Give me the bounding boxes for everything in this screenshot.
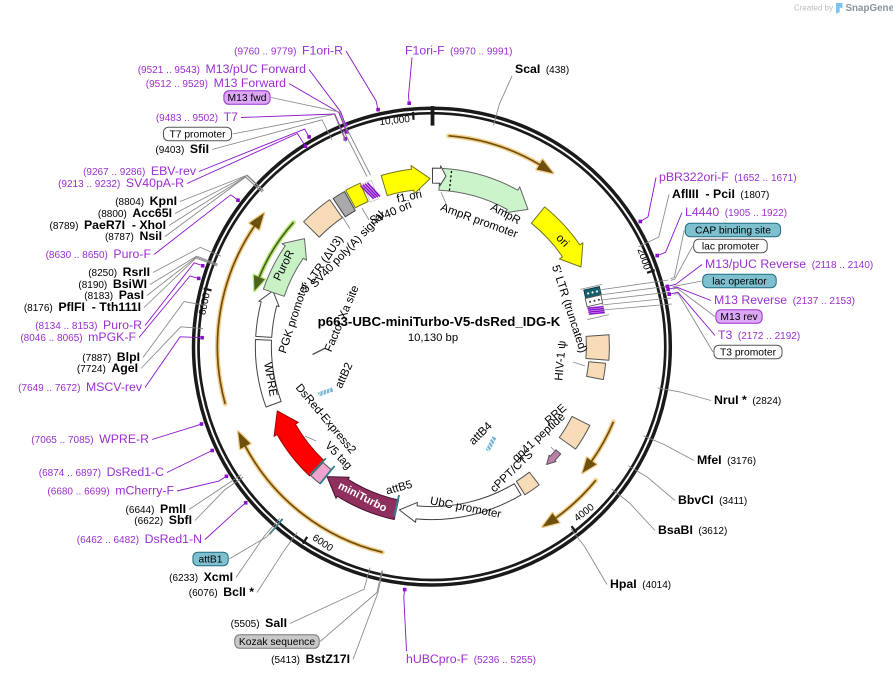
svg-text:(6233) XcmI: (6233) XcmI — [169, 570, 233, 584]
svg-text:T7 promoter: T7 promoter — [169, 130, 226, 141]
svg-text:(9483 .. 9502) T7: (9483 .. 9502) T7 — [156, 110, 238, 124]
svg-text:HIV-1 ψ: HIV-1 ψ — [553, 340, 568, 381]
svg-text:(6076) BclI *: (6076) BclI * — [189, 585, 254, 599]
svg-text:HpaI (4014): HpaI (4014) — [610, 577, 671, 591]
svg-text:(7065 .. 7085) WPRE-R: (7065 .. 7085) WPRE-R — [31, 432, 149, 446]
svg-text:hUBCpro-F (5236 .. 5255): hUBCpro-F (5236 .. 5255) — [406, 652, 536, 666]
svg-text:(6874 .. 6897) DsRed1-C: (6874 .. 6897) DsRed1-C — [39, 465, 164, 479]
svg-text:(5413) BstZ17I: (5413) BstZ17I — [271, 652, 350, 666]
svg-text:T3 promoter: T3 promoter — [720, 348, 777, 359]
svg-text:(9267 .. 9286) EBV-rev: (9267 .. 9286) EBV-rev — [83, 164, 197, 178]
svg-text:p663-UBC-miniTurbo-V5-dsRed_ID: p663-UBC-miniTurbo-V5-dsRed_IDG-K — [318, 314, 561, 329]
svg-text:M13 Reverse (2137 .. 2153): M13 Reverse (2137 .. 2153) — [714, 293, 855, 307]
svg-text:WPRE: WPRE — [261, 361, 279, 397]
svg-text:8000: 8000 — [197, 292, 212, 316]
svg-text:(8176) PflFI - Tth111I: (8176) PflFI - Tth111I — [24, 300, 141, 314]
svg-text:L4440 (1905 .. 1922): L4440 (1905 .. 1922) — [685, 205, 787, 219]
svg-text:Kozak sequence: Kozak sequence — [239, 637, 315, 648]
svg-text:ScaI (438): ScaI (438) — [515, 62, 569, 76]
svg-text:(8789) PaeR7I - XhoI: (8789) PaeR7I - XhoI — [50, 218, 166, 232]
svg-text:(9760 .. 9779) F1ori-R: (9760 .. 9779) F1ori-R — [234, 44, 343, 58]
svg-text:f1 ori: f1 ori — [396, 189, 424, 206]
svg-text:(6462 .. 6482) DsRed1-N: (6462 .. 6482) DsRed1-N — [77, 532, 202, 546]
svg-text:10,000: 10,000 — [379, 114, 411, 128]
svg-text:(9403) SfiI: (9403) SfiI — [155, 142, 209, 156]
svg-text:CAP binding site: CAP binding site — [695, 226, 771, 237]
svg-text:M13/pUC Reverse (2118 .. 2140: M13/pUC Reverse (2118 .. 2140) — [705, 257, 873, 271]
svg-text:(6622) SbfI: (6622) SbfI — [134, 513, 192, 527]
svg-text:(9213 .. 9232) SV40pA-R: (9213 .. 9232) SV40pA-R — [58, 176, 184, 190]
svg-text:(8787) NsiI: (8787) NsiI — [105, 229, 162, 243]
svg-text:MfeI (3176): MfeI (3176) — [697, 453, 756, 467]
svg-text:(8250) RsrII: (8250) RsrII — [88, 265, 150, 279]
svg-text:(8630 .. 8650) Puro-F: (8630 .. 8650) Puro-F — [46, 247, 152, 261]
svg-text:lac operator: lac operator — [712, 277, 767, 288]
svg-text:BbvCI (3411): BbvCI (3411) — [678, 493, 747, 507]
svg-text:(9512 .. 9529) M13 Forward: (9512 .. 9529) M13 Forward — [146, 76, 286, 90]
svg-text:AflIII - PciI (1807): AflIII - PciI (1807) — [672, 187, 769, 201]
svg-text:T3 (2172 .. 2192): T3 (2172 .. 2192) — [718, 328, 800, 342]
svg-text:F1ori-F (9970 .. 9991): F1ori-F (9970 .. 9991) — [405, 44, 512, 58]
svg-text:(7724) AgeI: (7724) AgeI — [77, 361, 138, 375]
svg-text:lac promoter: lac promoter — [702, 242, 760, 253]
svg-text:(6644) PmlI: (6644) PmlI — [126, 502, 186, 516]
svg-text:pBR322ori-F (1652 .. 1671): pBR322ori-F (1652 .. 1671) — [659, 170, 797, 184]
svg-text:(6680 .. 6699) mCherry-F: (6680 .. 6699) mCherry-F — [47, 484, 174, 498]
svg-text:(8046 .. 8065) mPGK-F: (8046 .. 8065) mPGK-F — [20, 330, 136, 344]
svg-text:SnapGene: SnapGene — [846, 3, 893, 14]
svg-text:Created by: Created by — [794, 4, 833, 13]
svg-text:BsaBI (3612): BsaBI (3612) — [658, 523, 727, 537]
svg-text:(8183) PasI: (8183) PasI — [84, 288, 144, 302]
svg-text:(7649 .. 7672) MSCV-rev: (7649 .. 7672) MSCV-rev — [18, 380, 143, 394]
svg-text:M13 rev: M13 rev — [720, 312, 758, 323]
svg-text:NruI * (2824): NruI * (2824) — [714, 393, 781, 407]
svg-text:M13 fwd: M13 fwd — [228, 93, 267, 104]
svg-text:(9521 .. 9543) M13/pUC Forwar: (9521 .. 9543) M13/pUC Forward — [138, 62, 306, 76]
svg-text:(7887) BlpI: (7887) BlpI — [82, 350, 140, 364]
svg-text:10,130 bp: 10,130 bp — [408, 332, 458, 344]
svg-text:(8804) KpnI: (8804) KpnI — [115, 194, 177, 208]
svg-text:(5505) SalI: (5505) SalI — [231, 616, 287, 630]
svg-text:(8800) Acc65I: (8800) Acc65I — [98, 206, 172, 220]
svg-text:attB1: attB1 — [198, 555, 222, 566]
svg-text:(8134 .. 8153) Puro-R: (8134 .. 8153) Puro-R — [35, 318, 142, 332]
svg-text:(8190) BsiWI: (8190) BsiWI — [78, 277, 147, 291]
